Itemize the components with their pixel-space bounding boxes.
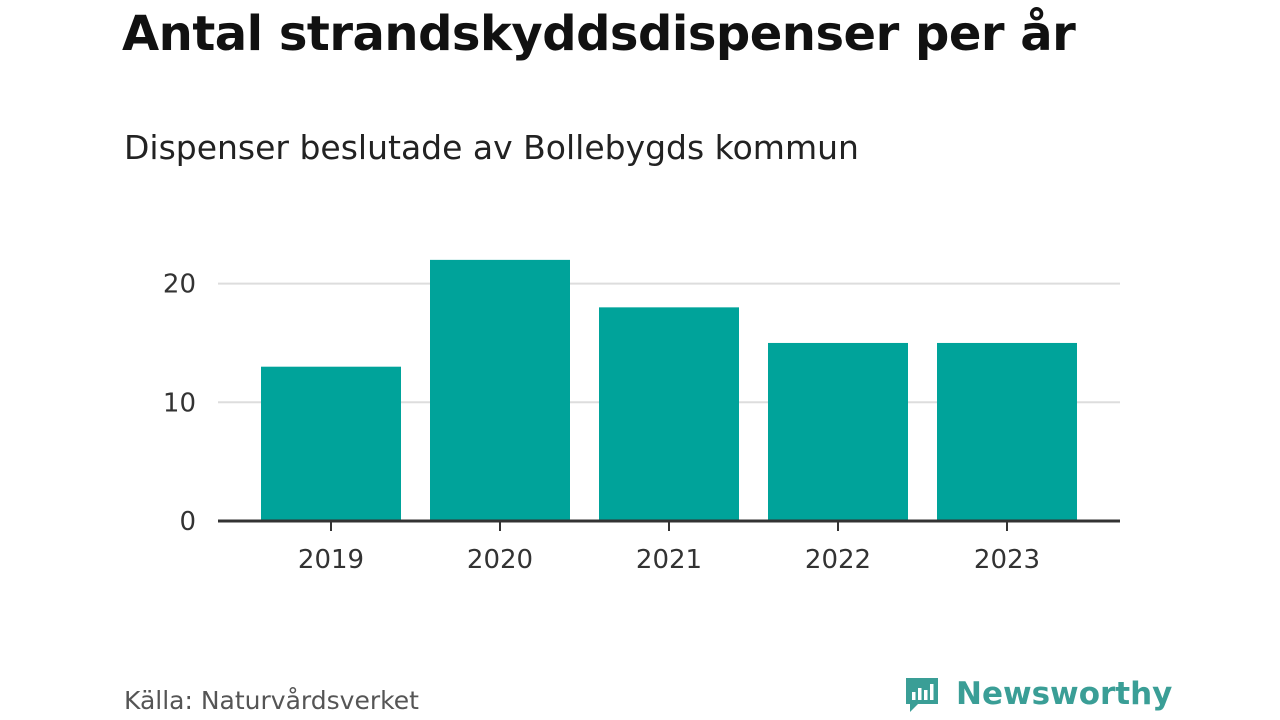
source-note: Källa: Naturvårdsverket [124,686,419,715]
x-tick-label-2019: 2019 [298,545,364,575]
y-tick-label-20: 20 [163,270,196,300]
x-tick-label-2020: 2020 [467,545,533,575]
chart-subtitle: Dispenser beslutade av Bollebygds kommun [124,128,859,167]
x-tick-label-2022: 2022 [805,545,871,575]
chart-title: Antal strandskyddsdispenser per år [122,6,1076,62]
y-tick-label-10: 10 [163,388,196,418]
bar-2020 [430,259,570,521]
bar-2022 [768,342,908,521]
newsworthy-logo-icon [906,678,938,712]
x-tick-label-2023: 2023 [974,545,1040,575]
bar-2023 [937,342,1077,521]
x-tick-label-2021: 2021 [636,545,702,575]
brand-logo: Newsworthy [902,670,1172,718]
bar-2021 [599,307,739,521]
bar-2019 [261,366,401,521]
y-tick-label-0: 0 [179,507,196,537]
brand-name: Newsworthy [956,676,1173,712]
